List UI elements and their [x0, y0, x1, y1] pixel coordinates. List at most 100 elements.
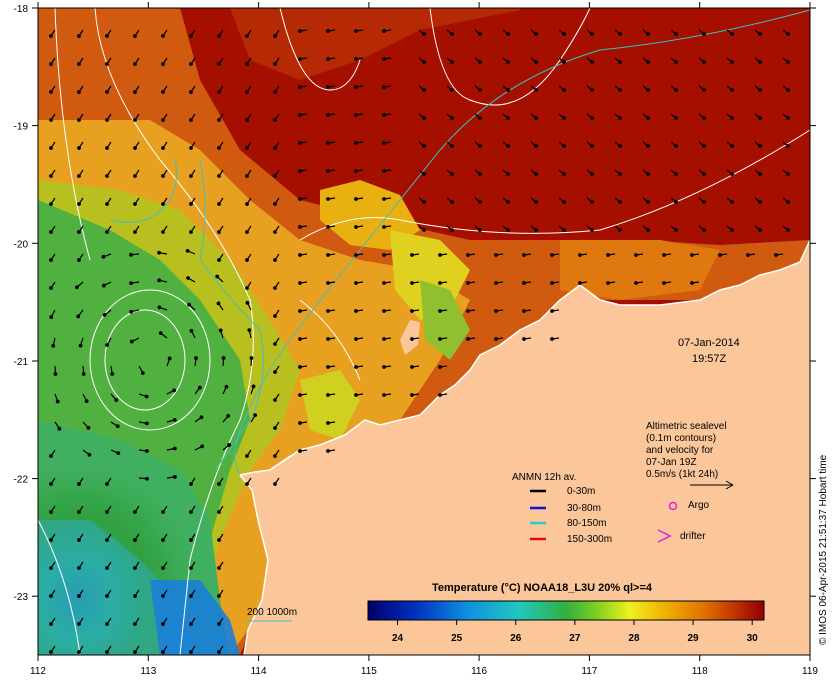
velocity-arrow-head	[354, 197, 358, 201]
velocity-arrow-head	[646, 116, 650, 120]
velocity-arrow-head	[105, 202, 109, 206]
velocity-arrow-head	[326, 449, 330, 453]
velocity-arrow-head	[506, 32, 510, 36]
velocity-arrow-head	[77, 510, 81, 514]
velocity-arrow-head	[49, 482, 53, 486]
velocity-arrow-head	[133, 230, 137, 234]
velocity-arrow-head	[410, 337, 414, 341]
velocity-arrow-head	[245, 34, 249, 38]
velocity-arrow-head	[84, 399, 89, 404]
land	[240, 240, 810, 655]
velocity-arrow-head	[77, 258, 81, 262]
lon-tick-label: 113	[140, 666, 156, 677]
velocity-arrow-head	[494, 337, 498, 341]
velocity-arrow-head	[247, 328, 252, 333]
velocity-arrow-head	[562, 60, 566, 64]
velocity-arrow-head	[217, 258, 221, 262]
velocity-arrow-head	[161, 538, 165, 542]
velocity-arrow-head	[382, 309, 386, 313]
velocity-arrow-head	[273, 426, 277, 430]
velocity-arrow-head	[217, 510, 221, 514]
velocity-arrow-head	[161, 566, 165, 570]
velocity-arrow-head	[382, 253, 386, 257]
velocity-arrow-head	[77, 146, 81, 150]
velocity-arrow-head	[189, 510, 193, 514]
velocity-arrow-head	[133, 118, 137, 122]
velocity-arrow-head	[298, 85, 302, 89]
velocity-arrow-head	[77, 482, 81, 486]
velocity-arrow-head	[674, 32, 678, 36]
velocity-arrow-head	[199, 415, 204, 420]
sst-field	[38, 8, 810, 655]
velocity-arrow-head	[326, 169, 330, 173]
velocity-arrow-head	[245, 146, 249, 150]
velocity-arrow-head	[382, 85, 386, 89]
velocity-arrow-head	[730, 200, 734, 204]
velocity-arrow-head	[253, 413, 258, 418]
lon-tick-label: 116	[471, 666, 487, 677]
velocity-arrow-head	[786, 200, 790, 204]
velocity-arrow-head	[618, 60, 622, 64]
velocity-arrow-head	[105, 90, 109, 94]
velocity-arrow-head	[217, 650, 221, 654]
map-date: 07-Jan-2014	[678, 337, 740, 349]
velocity-arrow-head	[226, 414, 231, 418]
velocity-arrow-head	[172, 446, 177, 451]
velocity-arrow-head	[326, 225, 330, 229]
velocity-arrow-head	[157, 278, 162, 283]
velocity-arrow-head	[354, 85, 358, 89]
velocity-arrow-head	[133, 202, 137, 206]
velocity-arrow-head	[562, 144, 566, 148]
lon-tick-label: 115	[361, 666, 377, 677]
velocity-arrow-head	[634, 281, 638, 285]
velocity-arrow-head	[562, 172, 566, 176]
legend-label-3: 150-300m	[567, 534, 612, 545]
velocity-arrow-head	[249, 356, 254, 360]
velocity-arrows	[49, 29, 790, 654]
velocity-arrow-head	[75, 285, 79, 290]
velocity-arrow-head	[786, 88, 790, 92]
velocity-arrow-head	[298, 365, 302, 369]
velocity-arrow-head	[189, 230, 193, 234]
sealevel-contours	[37, 7, 811, 656]
velocity-arrow-head	[494, 281, 498, 285]
velocity-arrow-head	[273, 34, 277, 38]
velocity-arrow-head	[786, 144, 790, 148]
velocity-arrow-head	[87, 452, 92, 457]
velocity-arrow-head	[105, 343, 109, 347]
velocity-arrow-head	[273, 370, 277, 374]
velocity-arrow-head	[77, 230, 81, 234]
velocity-arrow-head	[245, 174, 249, 178]
velocity-arrow-head	[534, 172, 538, 176]
velocity-arrow-head	[758, 144, 762, 148]
velocity-arrow-head	[774, 253, 778, 257]
velocity-arrow-head	[326, 197, 330, 201]
velocity-arrow-head	[646, 228, 650, 232]
velocity-arrow-head	[422, 144, 426, 148]
velocity-arrow-head	[105, 62, 109, 66]
velocity-arrow-head	[129, 281, 133, 286]
velocity-arrow-head	[298, 421, 302, 425]
velocity-arrow-head	[786, 228, 790, 232]
velocity-arrow-head	[478, 200, 482, 204]
velocity-arrow-head	[189, 90, 193, 94]
velocity-arrow-head	[189, 118, 193, 122]
lat-tick-label: -23	[14, 592, 29, 603]
velocity-arrow-head	[730, 228, 734, 232]
velocity-arrow-head	[114, 398, 119, 402]
velocity-arrow-head	[189, 62, 193, 66]
velocity-arrow-head	[522, 253, 526, 257]
altimetry-line-1: Altimetric sealevel	[646, 421, 727, 432]
velocity-arrow-head	[618, 88, 622, 92]
velocity-arrow-head	[534, 228, 538, 232]
velocity-arrow-head	[578, 281, 582, 285]
velocity-arrow-head	[534, 32, 538, 36]
velocity-arrow-head	[245, 300, 250, 305]
velocity-arrow-head	[646, 60, 650, 64]
velocity-arrow-head	[618, 144, 622, 148]
velocity-arrow-head	[786, 60, 790, 64]
velocity-arrow-head	[646, 88, 650, 92]
velocity-arrow-head	[410, 253, 414, 257]
velocity-arrow-head	[590, 32, 594, 36]
velocity-arrow-head	[758, 228, 762, 232]
